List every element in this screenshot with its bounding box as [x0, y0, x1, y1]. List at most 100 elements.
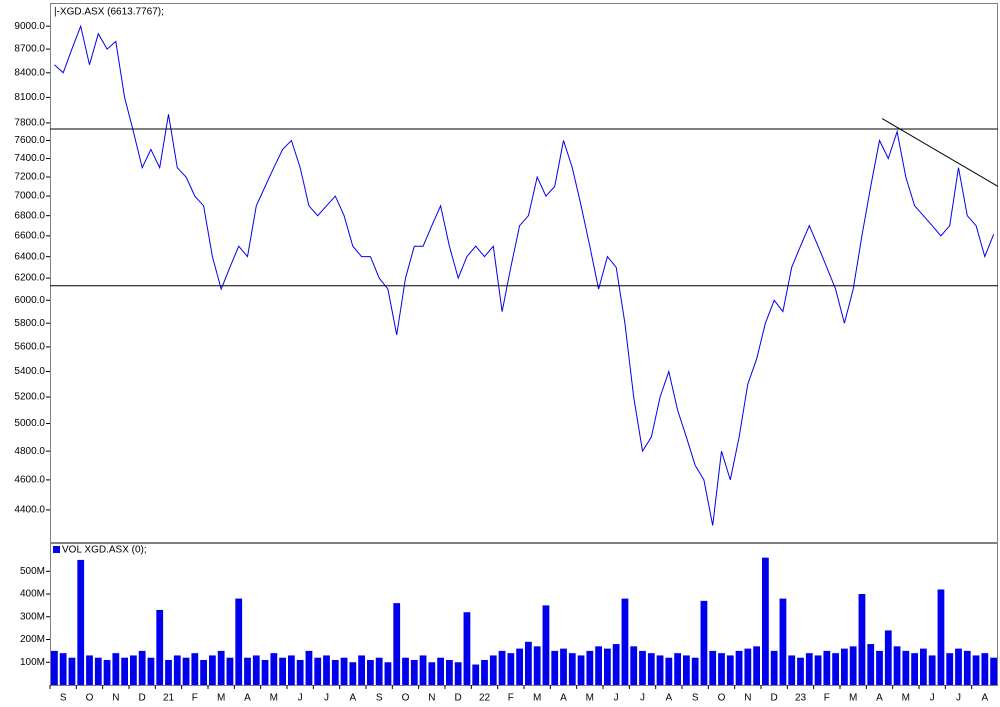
x-tick-label: M	[586, 693, 594, 704]
x-tick-label: M	[849, 693, 857, 704]
x-tick-label: O	[86, 693, 94, 704]
y-tick-label: 100M	[20, 657, 45, 668]
x-tick-label: J	[324, 693, 329, 704]
volume-bar	[647, 653, 655, 685]
y-tick-label: 4400.0	[14, 505, 45, 516]
volume-bar	[639, 650, 646, 685]
volume-bar	[726, 655, 734, 685]
volume-bar	[867, 644, 875, 685]
volume-bar	[849, 646, 857, 685]
volume-bar	[402, 657, 409, 685]
volume-bar	[375, 657, 383, 685]
x-tick-label: S	[692, 693, 699, 704]
x-tick-label: D	[771, 693, 778, 704]
volume-bar	[630, 646, 638, 685]
x-tick-label: D	[455, 693, 462, 704]
volume-bar	[454, 662, 462, 685]
volume-bar	[103, 659, 111, 685]
volume-bar	[928, 655, 936, 685]
volume-bar	[805, 653, 813, 685]
volume-bar	[331, 659, 339, 685]
volume-bar	[683, 655, 690, 685]
volume-bar	[920, 648, 927, 685]
x-tick-label: D	[139, 693, 146, 704]
volume-bar	[656, 655, 664, 685]
y-tick-label: 8400.0	[14, 67, 45, 78]
volume-bar	[700, 600, 708, 685]
volume-bar	[419, 655, 427, 685]
volume-bar	[209, 655, 216, 685]
volume-bar	[393, 603, 401, 685]
volume-bar	[963, 650, 971, 685]
volume-bar	[288, 655, 295, 685]
y-tick-label: 200M	[20, 634, 45, 645]
volume-bar	[112, 653, 120, 685]
x-tick-label: J	[298, 693, 303, 704]
volume-bar	[542, 605, 550, 685]
y-tick-label: 300M	[20, 611, 45, 622]
volume-bar	[577, 655, 585, 685]
x-tick-label: 22	[479, 693, 491, 704]
volume-bar	[911, 653, 918, 685]
y-tick-label: 5800.0	[14, 318, 45, 329]
x-tick-label: 21	[163, 693, 175, 704]
volume-bar	[533, 646, 541, 685]
x-tick-label: A	[560, 693, 567, 704]
volume-bar	[86, 655, 93, 685]
x-tick-label: A	[349, 693, 356, 704]
volume-bar	[568, 653, 576, 685]
volume-bar	[972, 655, 980, 685]
volume-bar	[77, 559, 85, 685]
x-tick-label: O	[718, 693, 726, 704]
volume-bar	[437, 657, 444, 685]
volume-bar	[814, 655, 822, 685]
volume-bar	[367, 659, 374, 685]
x-tick-label: M	[217, 693, 225, 704]
y-tick-label: 7600.0	[14, 135, 45, 146]
volume-bar	[525, 641, 532, 685]
volume-bar	[173, 655, 181, 685]
volume-bar	[182, 657, 190, 685]
volume-title: VOL XGD.ASX (0);	[62, 545, 147, 556]
volume-bar	[507, 653, 515, 685]
volume-bar	[691, 657, 699, 685]
volume-bar	[472, 664, 480, 685]
volume-bar	[191, 653, 199, 685]
volume-bar	[481, 659, 488, 685]
volume-bar	[735, 650, 743, 685]
volume-bar	[270, 653, 278, 685]
x-tick-label: N	[428, 693, 435, 704]
volume-bar	[779, 598, 787, 685]
y-tick-label: 5200.0	[14, 392, 45, 403]
x-tick-label: F	[824, 693, 830, 704]
trend-line	[881, 118, 999, 187]
volume-bar	[902, 650, 910, 685]
x-tick-label: J	[930, 693, 935, 704]
volume-bar	[121, 657, 128, 685]
volume-bar	[516, 648, 523, 685]
x-tick-label: J	[614, 693, 619, 704]
x-tick-label: A	[876, 693, 883, 704]
x-tick-label: S	[60, 693, 67, 704]
volume-bar	[349, 662, 357, 685]
y-tick-label: 6800.0	[14, 210, 45, 221]
x-tick-label: M	[533, 693, 541, 704]
x-tick-label: M	[902, 693, 910, 704]
volume-bar	[340, 657, 348, 685]
x-tick-label: O	[402, 693, 410, 704]
volume-bar	[884, 630, 892, 685]
volume-bar	[428, 662, 436, 685]
volume-bar	[981, 653, 989, 685]
volume-bar	[261, 659, 269, 685]
price-line	[54, 24, 995, 526]
volume-bar	[788, 655, 796, 685]
volume-bar	[551, 650, 559, 685]
y-tick-label: 6200.0	[14, 273, 45, 284]
volume-bar	[156, 609, 164, 685]
volume-bar	[762, 557, 769, 685]
volume-bar	[990, 657, 997, 685]
volume-bar	[489, 655, 497, 685]
volume-bar	[51, 650, 58, 685]
y-tick-label: 4600.0	[14, 475, 45, 486]
volume-bar	[244, 657, 251, 685]
